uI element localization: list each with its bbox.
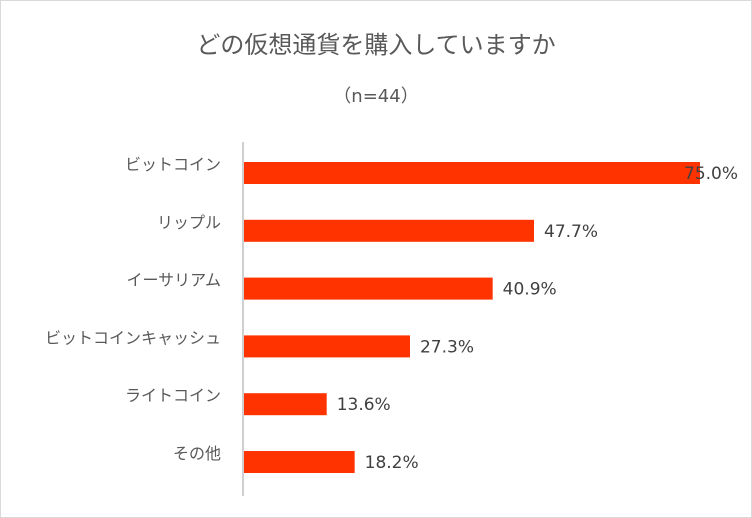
bar-3 <box>244 335 410 358</box>
value-label-5: 18.2% <box>365 453 419 473</box>
value-label-1: 47.7% <box>544 222 598 242</box>
bar-2 <box>244 277 493 300</box>
value-label-3: 27.3% <box>420 337 474 357</box>
category-label-2: イーサリアム <box>126 271 221 290</box>
category-label-5: その他 <box>173 444 221 463</box>
value-label-4: 13.6% <box>337 395 391 415</box>
category-label-1: リップル <box>157 213 221 232</box>
chart-title: どの仮想通貨を購入していますか <box>196 31 555 59</box>
bar-1 <box>244 219 535 242</box>
value-label-2: 40.9% <box>503 280 557 300</box>
bar-4 <box>244 393 327 416</box>
bar-0 <box>244 162 700 184</box>
bar-marks: ビットコイン 75.0% リップル 47.7% イーサリアム 40.9% ビットコインキャッ… <box>45 155 738 473</box>
value-label-0: 75.0% <box>684 164 738 184</box>
chart-subtitle: （n=44） <box>333 86 418 107</box>
category-label-3: ビットコインキャッシュ <box>45 328 221 347</box>
category-label-4: ライトコイン <box>125 386 221 405</box>
bar-5 <box>244 451 355 473</box>
category-label-0: ビットコイン <box>125 155 221 174</box>
